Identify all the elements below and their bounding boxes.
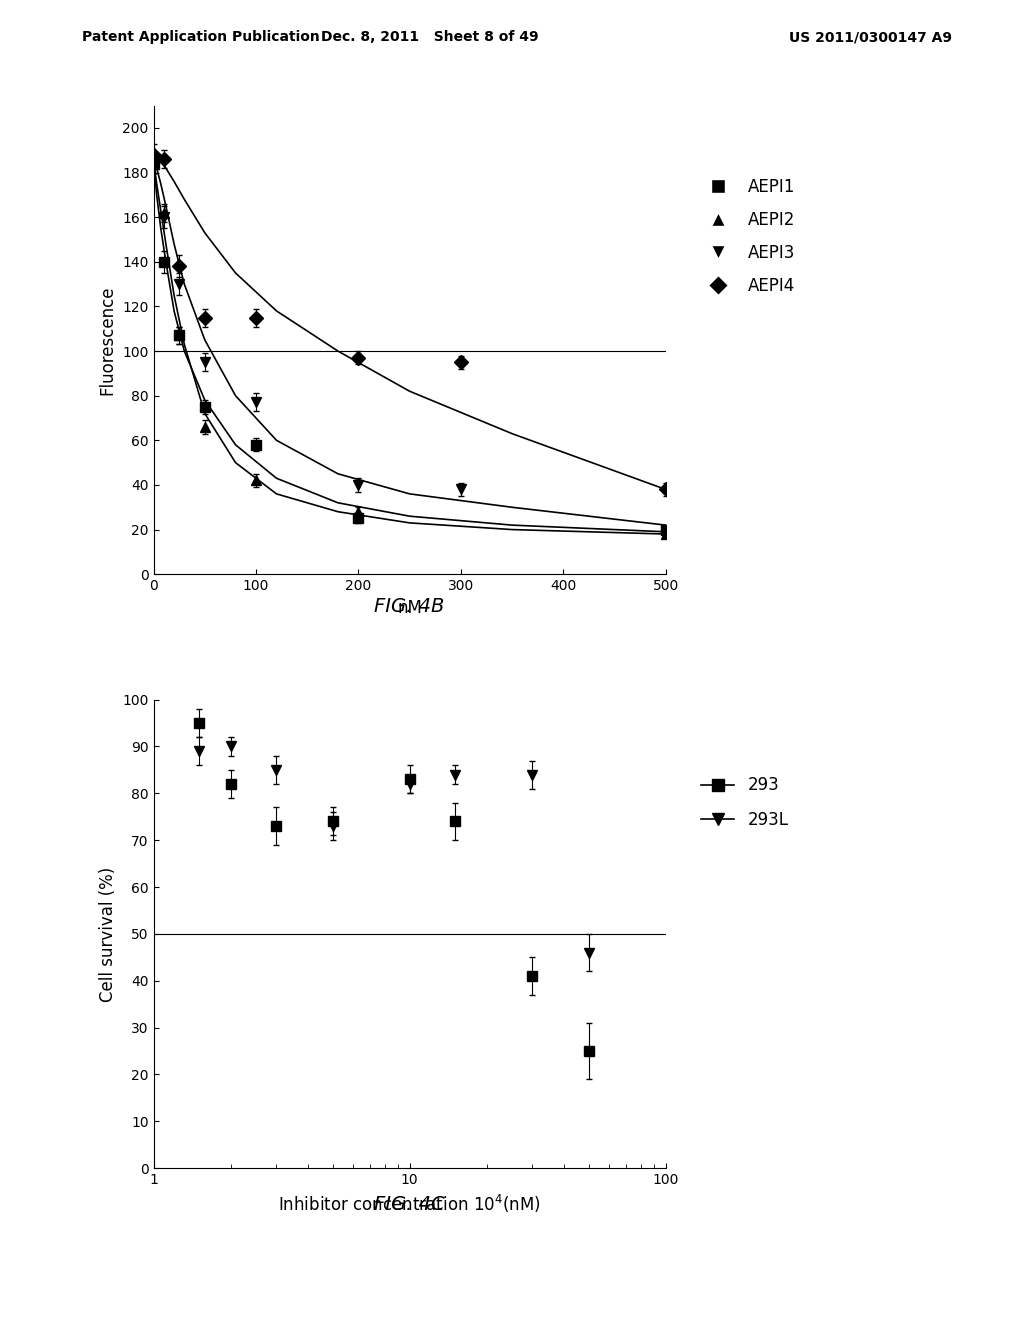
Text: FIG. 4C: FIG. 4C bbox=[375, 1195, 444, 1213]
Text: FIG. 4B: FIG. 4B bbox=[375, 597, 444, 615]
X-axis label: Inhibitor concentration 10$^4$(nM): Inhibitor concentration 10$^4$(nM) bbox=[279, 1192, 541, 1214]
Legend: AEPI1, AEPI2, AEPI3, AEPI4: AEPI1, AEPI2, AEPI3, AEPI4 bbox=[694, 172, 802, 302]
Legend: 293, 293L: 293, 293L bbox=[694, 770, 796, 836]
Text: US 2011/0300147 A9: US 2011/0300147 A9 bbox=[790, 30, 952, 45]
X-axis label: nM: nM bbox=[397, 598, 422, 616]
Text: Patent Application Publication: Patent Application Publication bbox=[82, 30, 319, 45]
Text: Dec. 8, 2011   Sheet 8 of 49: Dec. 8, 2011 Sheet 8 of 49 bbox=[322, 30, 539, 45]
Y-axis label: Fluorescence: Fluorescence bbox=[98, 285, 117, 395]
Y-axis label: Cell survival (%): Cell survival (%) bbox=[98, 866, 117, 1002]
